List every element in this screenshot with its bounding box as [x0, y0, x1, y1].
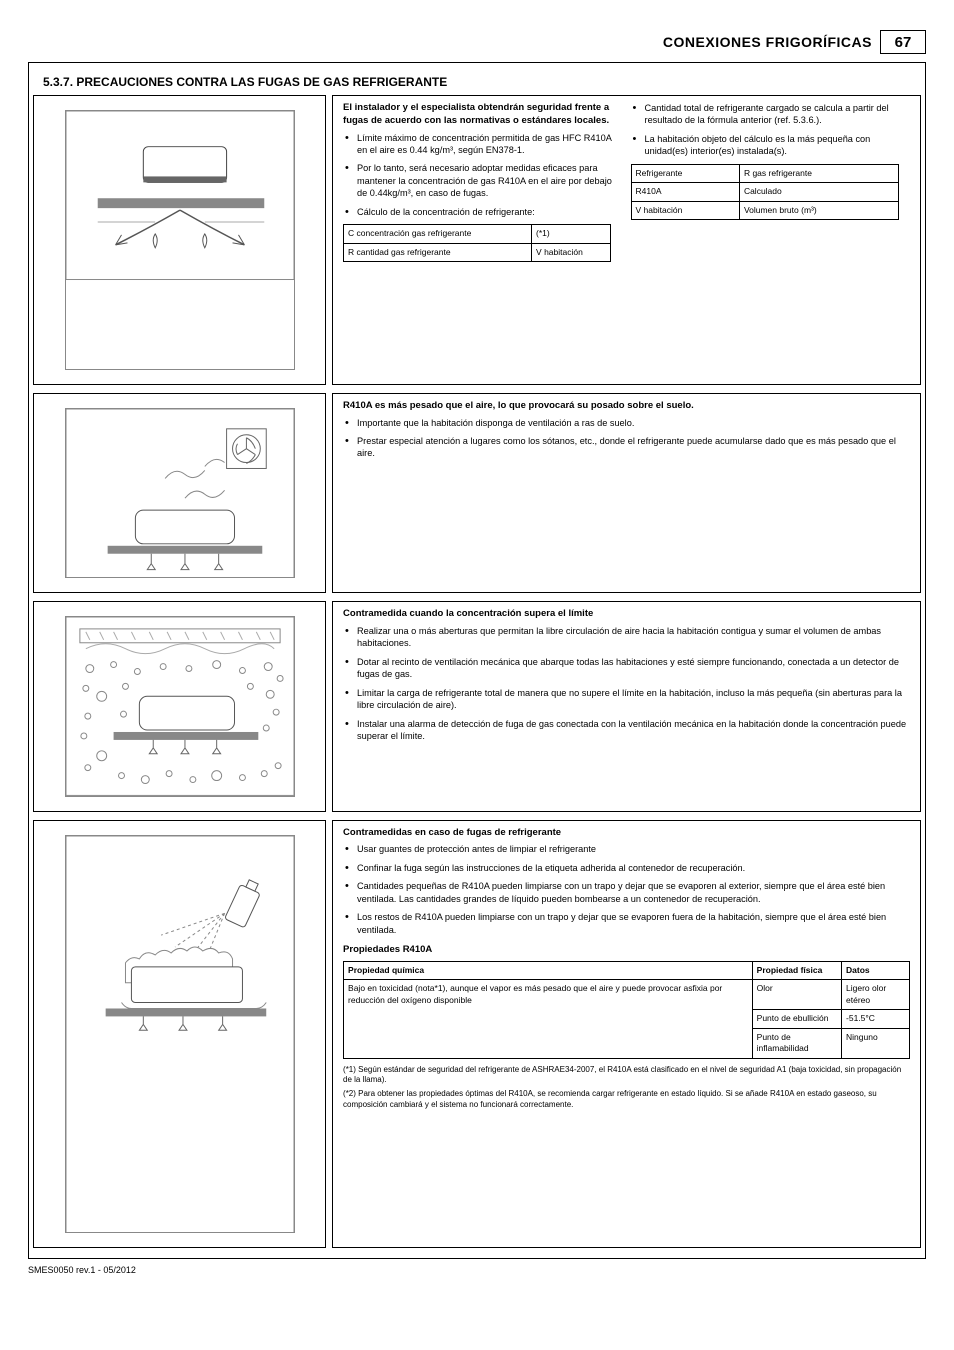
list-item: Cálculo de la concentración de refrigera…: [345, 206, 622, 218]
ceiling-unit-fan-icon: [65, 408, 295, 579]
row-heavier-than-air: R410A es más pesado que el aire, lo que …: [33, 393, 921, 594]
content-cell: Contramedida cuando la concentración sup…: [332, 601, 921, 811]
table-cell: R410A: [631, 183, 739, 201]
table-cell: Volumen bruto (m³): [739, 201, 898, 219]
section-title: 5.3.7. PRECAUCIONES CONTRA LAS FUGAS DE …: [43, 75, 921, 89]
footnote: (*2) Para obtener las propiedades óptima…: [343, 1089, 910, 1111]
list-item: Importante que la habitación disponga de…: [345, 417, 910, 429]
list-item: Cantidades pequeñas de R410A pueden limp…: [345, 880, 910, 905]
list-item: Límite máximo de concentración permitida…: [345, 132, 622, 157]
concentration-formula-table: C concentración gas refrigerante(*1) R c…: [343, 224, 611, 262]
table-header: Propiedad física: [752, 961, 841, 979]
list-item: Instalar una alarma de detección de fuga…: [345, 718, 910, 743]
table-cell: Calculado: [739, 183, 898, 201]
refrigerant-table: RefrigeranteR gas refrigerante R410ACalc…: [631, 164, 899, 220]
row2-heading: R410A es más pesado que el aire, lo que …: [343, 400, 910, 413]
table-cell: Punto de ebullición: [752, 1010, 841, 1028]
formula-cell: V habitación: [532, 243, 611, 261]
list-item: Limitar la carga de refrigerante total d…: [345, 687, 910, 712]
content-frame: 5.3.7. PRECAUCIONES CONTRA LAS FUGAS DE …: [28, 62, 926, 1259]
content-cell: Contramedidas en caso de fugas de refrig…: [332, 820, 921, 1249]
list-item: Dotar al recinto de ventilación mecánica…: [345, 656, 910, 681]
row-concentration: El instalador y el especialista obtendrá…: [33, 95, 921, 385]
illustration-cell: [33, 820, 326, 1249]
table-cell: Punto de inflamabilidad: [752, 1028, 841, 1058]
content-cell: El instalador y el especialista obtendrá…: [332, 95, 921, 385]
page-number-box: 67: [880, 30, 926, 54]
formula-cell: C concentración gas refrigerante: [344, 225, 532, 243]
list-item: Realizar una o más aberturas que permita…: [345, 625, 910, 650]
page-number: 67: [895, 34, 912, 51]
list-item: La habitación objeto del cálculo es la m…: [633, 133, 910, 158]
spray-unit-icon: [65, 835, 295, 1234]
formula-cell: (*1): [532, 225, 611, 243]
table-cell: Ninguno: [842, 1028, 910, 1058]
table-cell: R gas refrigerante: [739, 164, 898, 182]
table-cell: Bajo en toxicidad (nota*1), aunque el va…: [344, 980, 753, 1058]
illustration-cell: [33, 601, 326, 811]
properties-table: Propiedad química Propiedad física Datos…: [343, 961, 910, 1059]
table-cell: V habitación: [631, 201, 739, 219]
table-header: Propiedad química: [344, 961, 753, 979]
footer-text: SMES0050 rev.1 - 05/2012: [28, 1265, 926, 1275]
row3-heading: Contramedida cuando la concentración sup…: [343, 608, 910, 621]
leak-under-floor-icon: [65, 110, 295, 370]
list-item: Prestar especial atención a lugares como…: [345, 435, 910, 460]
footnote: (*1) Según estándar de seguridad del ref…: [343, 1065, 910, 1087]
properties-heading: Propiedades R410A: [343, 944, 910, 957]
list-item: Usar guantes de protección antes de limp…: [345, 843, 910, 855]
header-title: CONEXIONES FRIGORÍFICAS: [28, 34, 872, 50]
list-item: Por lo tanto, será necesario adoptar med…: [345, 162, 622, 199]
list-item: Confinar la fuga según las instrucciones…: [345, 862, 910, 874]
table-cell: Refrigerante: [631, 164, 739, 182]
page-header: CONEXIONES FRIGORÍFICAS 67: [28, 30, 926, 54]
table-cell: Olor: [752, 980, 841, 1010]
list-item: Los restos de R410A pueden limpiarse con…: [345, 911, 910, 936]
table-cell: -51.5°C: [842, 1010, 910, 1028]
row-countermeasure-limit: Contramedida cuando la concentración sup…: [33, 601, 921, 811]
illustration-cell: [33, 393, 326, 594]
table-header: Datos: [842, 961, 910, 979]
row-leak-countermeasures: Contramedidas en caso de fugas de refrig…: [33, 820, 921, 1249]
formula-cell: R cantidad gas refrigerante: [344, 243, 532, 261]
list-item: Cantidad total de refrigerante cargado s…: [633, 102, 910, 127]
content-cell: R410A es más pesado que el aire, lo que …: [332, 393, 921, 594]
table-cell: Ligero olor etéreo: [842, 980, 910, 1010]
illustration-cell: [33, 95, 326, 385]
room-bubbles-icon: [65, 616, 295, 796]
row4-heading: Contramedidas en caso de fugas de refrig…: [343, 827, 910, 840]
row1-heading: El instalador y el especialista obtendrá…: [343, 102, 622, 128]
